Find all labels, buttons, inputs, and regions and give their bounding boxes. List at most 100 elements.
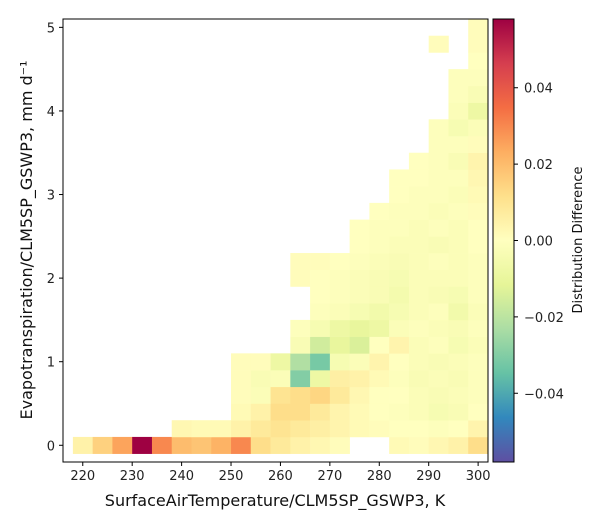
heatmap-cell bbox=[231, 403, 252, 421]
heatmap-cell bbox=[408, 386, 429, 404]
x-tick-label: 260 bbox=[268, 469, 293, 484]
heatmap-cell bbox=[448, 202, 469, 220]
heatmap-cell bbox=[389, 386, 410, 404]
heatmap-cell bbox=[428, 386, 449, 404]
heatmap-cell bbox=[468, 186, 489, 204]
heatmap-cell bbox=[468, 152, 489, 170]
heatmap-cell bbox=[151, 436, 173, 454]
heatmap-cell bbox=[310, 253, 331, 271]
heatmap-cell bbox=[468, 219, 489, 237]
heatmap-cell bbox=[468, 436, 489, 454]
heatmap-cell bbox=[211, 436, 232, 454]
heatmap-cell bbox=[369, 202, 390, 220]
heatmap-cell bbox=[349, 319, 370, 337]
heatmap-cell bbox=[290, 420, 311, 438]
y-tick-label: 3 bbox=[47, 189, 55, 204]
heatmap-cell bbox=[428, 219, 449, 237]
heatmap-cell bbox=[448, 420, 469, 438]
x-tick-label: 240 bbox=[169, 469, 194, 484]
heatmap-cell bbox=[389, 269, 410, 287]
heatmap-cell bbox=[231, 436, 252, 454]
heatmap-cell bbox=[408, 319, 429, 337]
heatmap-cell bbox=[349, 303, 370, 321]
heatmap-cell bbox=[428, 269, 449, 287]
heatmap-cell bbox=[408, 186, 429, 204]
heatmap-cell bbox=[171, 420, 192, 438]
heatmap-cell bbox=[468, 336, 489, 354]
heatmap-cell bbox=[408, 219, 429, 237]
heatmap-cell bbox=[270, 436, 291, 454]
heatmap-cell bbox=[369, 420, 390, 438]
y-tick-label: 1 bbox=[47, 356, 55, 371]
heatmap-cell bbox=[310, 303, 331, 321]
heatmap-cell bbox=[389, 353, 410, 371]
heatmap-cell bbox=[270, 386, 291, 404]
heatmap-cell bbox=[369, 269, 390, 287]
heatmap-cell bbox=[408, 269, 429, 287]
heatmap-cell bbox=[369, 370, 390, 388]
heatmap-cell bbox=[468, 202, 489, 220]
heatmap-cell bbox=[92, 436, 113, 454]
heatmap-cell bbox=[369, 319, 390, 337]
heatmap-cell bbox=[369, 286, 390, 304]
plot-frame bbox=[62, 18, 489, 463]
heatmap-cell bbox=[428, 253, 449, 271]
heatmap-cell bbox=[369, 386, 390, 404]
heatmap-cell bbox=[448, 370, 469, 388]
heatmap-cell bbox=[448, 169, 469, 187]
heatmap-cell bbox=[468, 403, 489, 421]
heatmap-cell bbox=[310, 353, 331, 371]
heatmap-cell bbox=[408, 303, 429, 321]
heatmap-cell bbox=[290, 353, 311, 371]
heatmap-cell bbox=[329, 403, 350, 421]
heatmap-cell bbox=[448, 85, 469, 103]
heatmap-cell bbox=[468, 269, 489, 287]
heatmap-cell bbox=[428, 436, 449, 454]
heatmap-cell bbox=[448, 386, 469, 404]
colorbar-ticks: −0.04 −0.02 0.00 0.02 0.04 bbox=[514, 82, 564, 402]
heatmap-cell bbox=[428, 336, 449, 354]
x-tick-label: 220 bbox=[70, 469, 95, 484]
heatmap-cell bbox=[369, 303, 390, 321]
heatmap-cell bbox=[389, 336, 410, 354]
heatmap-cell bbox=[329, 370, 350, 388]
heatmap-cell bbox=[448, 353, 469, 371]
heatmap-cell bbox=[468, 85, 489, 103]
heatmap-cell bbox=[408, 403, 429, 421]
heatmap-cell bbox=[290, 436, 311, 454]
y-tick-label: 5 bbox=[47, 21, 55, 36]
heatmap-cell bbox=[408, 436, 429, 454]
heatmap-cell bbox=[250, 370, 271, 388]
heatmap-cell bbox=[329, 353, 350, 371]
heatmap-cell bbox=[250, 420, 271, 438]
heatmap-cell bbox=[408, 420, 429, 438]
heatmap-cell bbox=[369, 253, 390, 271]
heatmap-cell bbox=[408, 286, 429, 304]
heatmap-cell bbox=[310, 386, 331, 404]
heatmap-cell bbox=[448, 152, 469, 170]
colorbar-tick-label: 0.00 bbox=[524, 235, 553, 250]
heatmap-cell bbox=[389, 286, 410, 304]
heatmap-cell bbox=[448, 336, 469, 354]
heatmap-cell bbox=[448, 253, 469, 271]
heatmap-cell bbox=[428, 319, 449, 337]
y-tick-label: 2 bbox=[47, 272, 55, 287]
heatmap-cell bbox=[72, 436, 93, 454]
heatmap-cell bbox=[448, 403, 469, 421]
heatmap-cell bbox=[349, 219, 370, 237]
heatmap-cell bbox=[428, 370, 449, 388]
heatmap-cell bbox=[448, 102, 469, 120]
heatmap-cell bbox=[250, 403, 271, 421]
heatmap-cell bbox=[389, 403, 410, 421]
heatmap-cell bbox=[329, 336, 350, 354]
heatmap-cell bbox=[468, 253, 489, 271]
colorbar-label: Distribution Difference bbox=[571, 167, 586, 314]
heatmap-cell bbox=[329, 386, 350, 404]
heatmap-cell bbox=[349, 253, 370, 271]
heatmap-cell bbox=[428, 136, 449, 154]
heatmap-cell bbox=[329, 253, 350, 271]
heatmap-cell bbox=[290, 269, 311, 287]
heatmap-cell bbox=[329, 286, 350, 304]
heatmap-cell bbox=[310, 319, 331, 337]
